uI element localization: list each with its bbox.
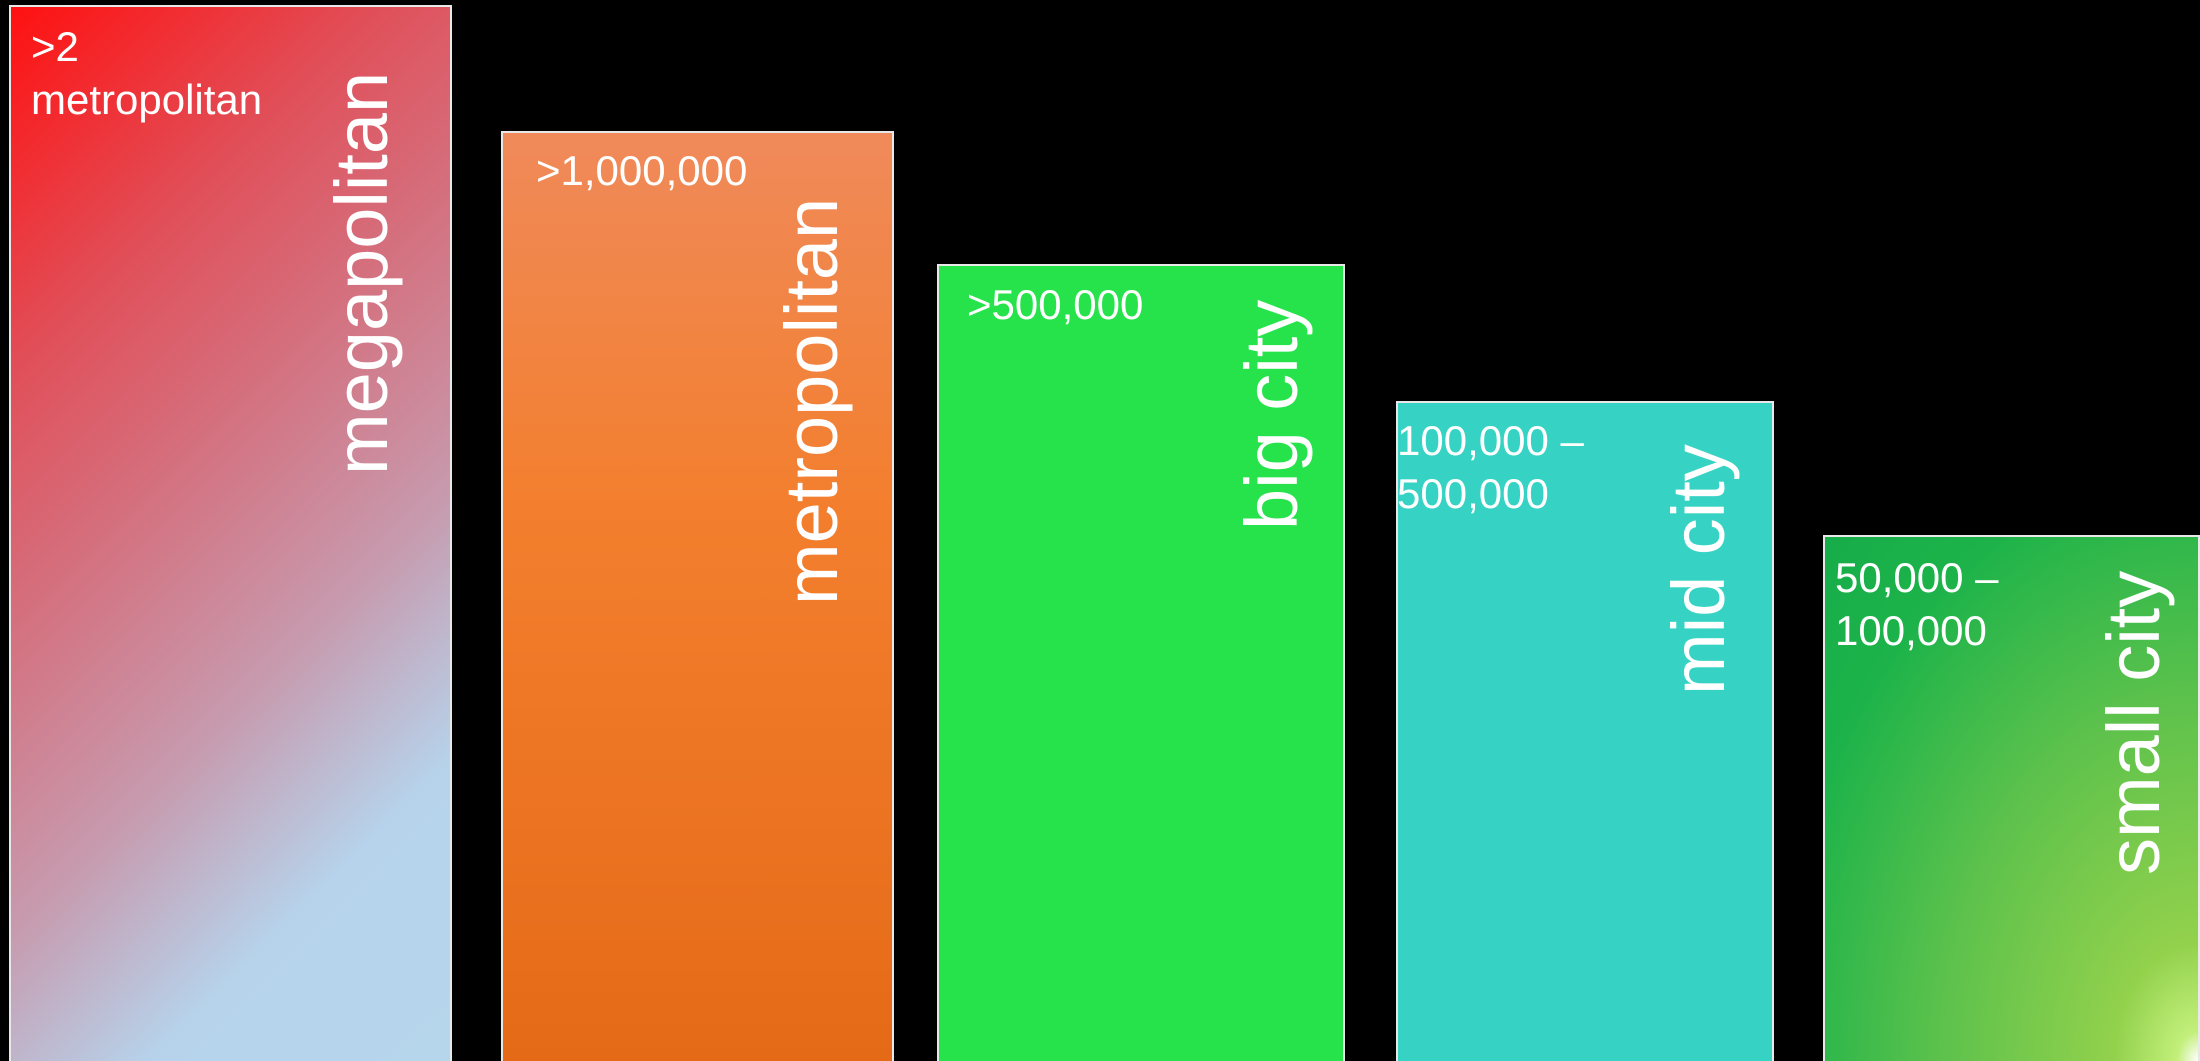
mid-city-category-label: mid city — [1657, 444, 1740, 695]
metropolitan-range-label: >1,000,000 — [536, 147, 748, 194]
mid-city-range-label: 100,000 – 500,000 — [1397, 417, 1584, 517]
small-city-bar — [1823, 535, 2200, 1061]
big-city-bar — [937, 264, 1345, 1061]
small-city-range-label: 50,000 – 100,000 — [1835, 554, 1999, 654]
big-city-range-label: >500,000 — [967, 281, 1144, 328]
megapolitan-bar — [9, 5, 452, 1061]
metropolitan-category-label: metropolitan — [770, 197, 853, 605]
metropolitan-bar — [501, 131, 894, 1061]
small-city-category-label: small city — [2092, 570, 2175, 875]
mid-city-bar — [1396, 401, 1774, 1061]
megapolitan-category-label: megapolitan — [320, 71, 403, 475]
big-city-category-label: big city — [1230, 299, 1313, 530]
megapolitan-range-label: >2 metropolitan — [31, 23, 263, 123]
